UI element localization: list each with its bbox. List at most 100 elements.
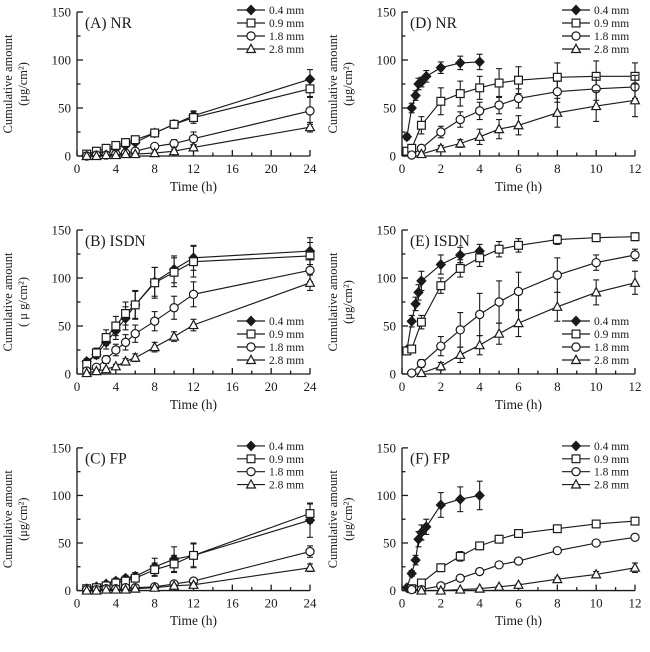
svg-text:Cumulative amount: Cumulative amount	[1, 252, 15, 351]
svg-text:(C) FP: (C) FP	[85, 451, 127, 468]
panel-title: (A) NR	[85, 15, 133, 32]
svg-text:20: 20	[265, 161, 278, 176]
svg-text:0.4 mm: 0.4 mm	[269, 441, 304, 453]
svg-text:2.8 mm: 2.8 mm	[269, 355, 304, 367]
svg-text:0: 0	[399, 595, 405, 610]
axis-titles: Time (h) Cumulative amount (μg/cm²)	[326, 470, 542, 629]
chart-svg-F: 0 50 100 150 0 2 4 6 8 10 12 Time (h) Cumulative amo…	[326, 440, 642, 629]
svg-text:50: 50	[383, 319, 396, 334]
svg-text:1.8 mm: 1.8 mm	[594, 31, 629, 43]
svg-text:0: 0	[74, 595, 80, 610]
series-0.4-mm	[401, 53, 485, 143]
svg-text:0: 0	[399, 161, 406, 176]
series-0.9-mm	[402, 232, 640, 356]
series-0.9-mm	[402, 60, 640, 156]
panel-title: (F) FP	[410, 451, 450, 468]
svg-text:2.8 mm: 2.8 mm	[594, 44, 629, 56]
svg-text:10: 10	[590, 161, 603, 176]
svg-text:(μg/cm²): (μg/cm²)	[16, 498, 30, 541]
svg-text:Time (h): Time (h)	[170, 179, 217, 194]
svg-text:0: 0	[65, 149, 72, 164]
svg-text:Cumulative amount: Cumulative amount	[1, 34, 15, 133]
svg-text:100: 100	[52, 53, 72, 68]
svg-text:(A) NR: (A) NR	[85, 15, 133, 32]
svg-text:16: 16	[226, 161, 240, 176]
subplot-D-NR-12h: 0 50 100 150 0 2 4 6 8 10 12 Time (h) Cumulative amo…	[325, 0, 650, 218]
svg-text:1.8 mm: 1.8 mm	[269, 467, 304, 479]
svg-text:0: 0	[390, 583, 396, 598]
svg-text:4: 4	[113, 595, 120, 610]
svg-text:0.9 mm: 0.9 mm	[269, 329, 304, 341]
svg-text:0: 0	[399, 379, 406, 394]
axis-titles: Time (h) Cumulative amount (μg/cm²)	[1, 34, 217, 194]
svg-text:0: 0	[65, 583, 71, 598]
svg-text:2.8 mm: 2.8 mm	[594, 480, 629, 492]
svg-text:8: 8	[151, 379, 158, 394]
svg-text:2.8 mm: 2.8 mm	[594, 355, 629, 367]
svg-text:24: 24	[304, 379, 318, 394]
svg-text:150: 150	[52, 440, 71, 455]
svg-text:150: 150	[377, 223, 397, 238]
chart-svg-B: 0 50 100 150 0 4 8 12 16 20 24 Time (h) Cumulative a…	[1, 223, 318, 413]
svg-text:Cumulative amount: Cumulative amount	[326, 252, 340, 351]
svg-text:0.4 mm: 0.4 mm	[594, 441, 629, 453]
series-2.8-mm	[81, 561, 316, 595]
svg-text:100: 100	[52, 488, 71, 503]
svg-text:50: 50	[383, 101, 396, 116]
tick-labels: 0 50 100 150 0 2 4 6 8 10 12	[377, 5, 642, 177]
subplot-E-ISDN-12h: 0 50 100 150 0 2 4 6 8 10 12 Time (h) Cumulative amo…	[325, 218, 650, 436]
svg-text:Cumulative amount: Cumulative amount	[326, 470, 340, 569]
legend: 0.4 mm0.9 mm1.8 mm2.8 mm	[562, 440, 629, 492]
svg-text:50: 50	[58, 319, 71, 334]
svg-text:(μg/cm²): (μg/cm²)	[341, 280, 355, 324]
svg-text:Cumulative amount: Cumulative amount	[326, 34, 340, 133]
series-0.9-mm	[407, 516, 640, 594]
svg-text:12: 12	[187, 379, 200, 394]
svg-text:2: 2	[438, 379, 445, 394]
svg-text:Time (h): Time (h)	[495, 179, 542, 194]
svg-text:24: 24	[304, 595, 318, 610]
svg-text:(μg/cm²): (μg/cm²)	[16, 62, 30, 106]
svg-text:12: 12	[187, 595, 200, 610]
svg-text:1.8 mm: 1.8 mm	[594, 342, 629, 354]
svg-text:100: 100	[377, 53, 397, 68]
svg-text:0.4 mm: 0.4 mm	[594, 316, 629, 328]
svg-text:16: 16	[226, 379, 240, 394]
svg-text:8: 8	[554, 379, 561, 394]
svg-text:Time (h): Time (h)	[495, 397, 542, 412]
legend: 0.4 mm0.9 mm1.8 mm2.8 mm	[237, 315, 304, 367]
series-2.8-mm	[416, 561, 641, 595]
series-0.9-mm	[82, 80, 315, 159]
svg-text:4: 4	[476, 161, 483, 176]
svg-text:(B) ISDN: (B) ISDN	[85, 233, 146, 250]
svg-text:(E) ISDN: (E) ISDN	[410, 233, 470, 250]
svg-text:0.4 mm: 0.4 mm	[269, 5, 304, 17]
svg-text:6: 6	[515, 161, 522, 176]
svg-text:0: 0	[390, 149, 397, 164]
svg-text:24: 24	[304, 161, 318, 176]
svg-text:10: 10	[590, 379, 603, 394]
svg-text:(F) FP: (F) FP	[410, 451, 450, 468]
axes	[401, 11, 636, 157]
svg-text:50: 50	[383, 536, 396, 551]
legend: 0.4 mm0.9 mm1.8 mm2.8 mm	[237, 440, 304, 491]
svg-text:1.8 mm: 1.8 mm	[269, 31, 304, 43]
svg-text:0: 0	[74, 161, 81, 176]
tick-labels: 0 50 100 150 0 2 4 6 8 10 12	[377, 440, 642, 610]
subplot-A-NR-24h: 0 50 100 150 0 4 8 12 16 20 24 Time (h) Cumulative a…	[0, 0, 325, 218]
svg-text:50: 50	[58, 536, 71, 551]
chart-svg-A: 0 50 100 150 0 4 8 12 16 20 24 Time (h) Cumulative a…	[1, 5, 318, 195]
svg-text:2: 2	[438, 161, 445, 176]
svg-text:4: 4	[113, 161, 120, 176]
subplot-F-FP-12h: 0 50 100 150 0 2 4 6 8 10 12 Time (h) Cumulative amo…	[325, 436, 650, 652]
svg-text:150: 150	[52, 5, 72, 20]
svg-text:Time (h): Time (h)	[495, 613, 542, 628]
svg-text:8: 8	[151, 161, 158, 176]
series-2.8-mm	[81, 274, 316, 378]
series-2.8-mm	[416, 83, 641, 159]
svg-text:4: 4	[476, 595, 483, 610]
svg-text:8: 8	[151, 595, 157, 610]
svg-text:12: 12	[629, 161, 642, 176]
svg-text:2.8 mm: 2.8 mm	[269, 44, 304, 56]
